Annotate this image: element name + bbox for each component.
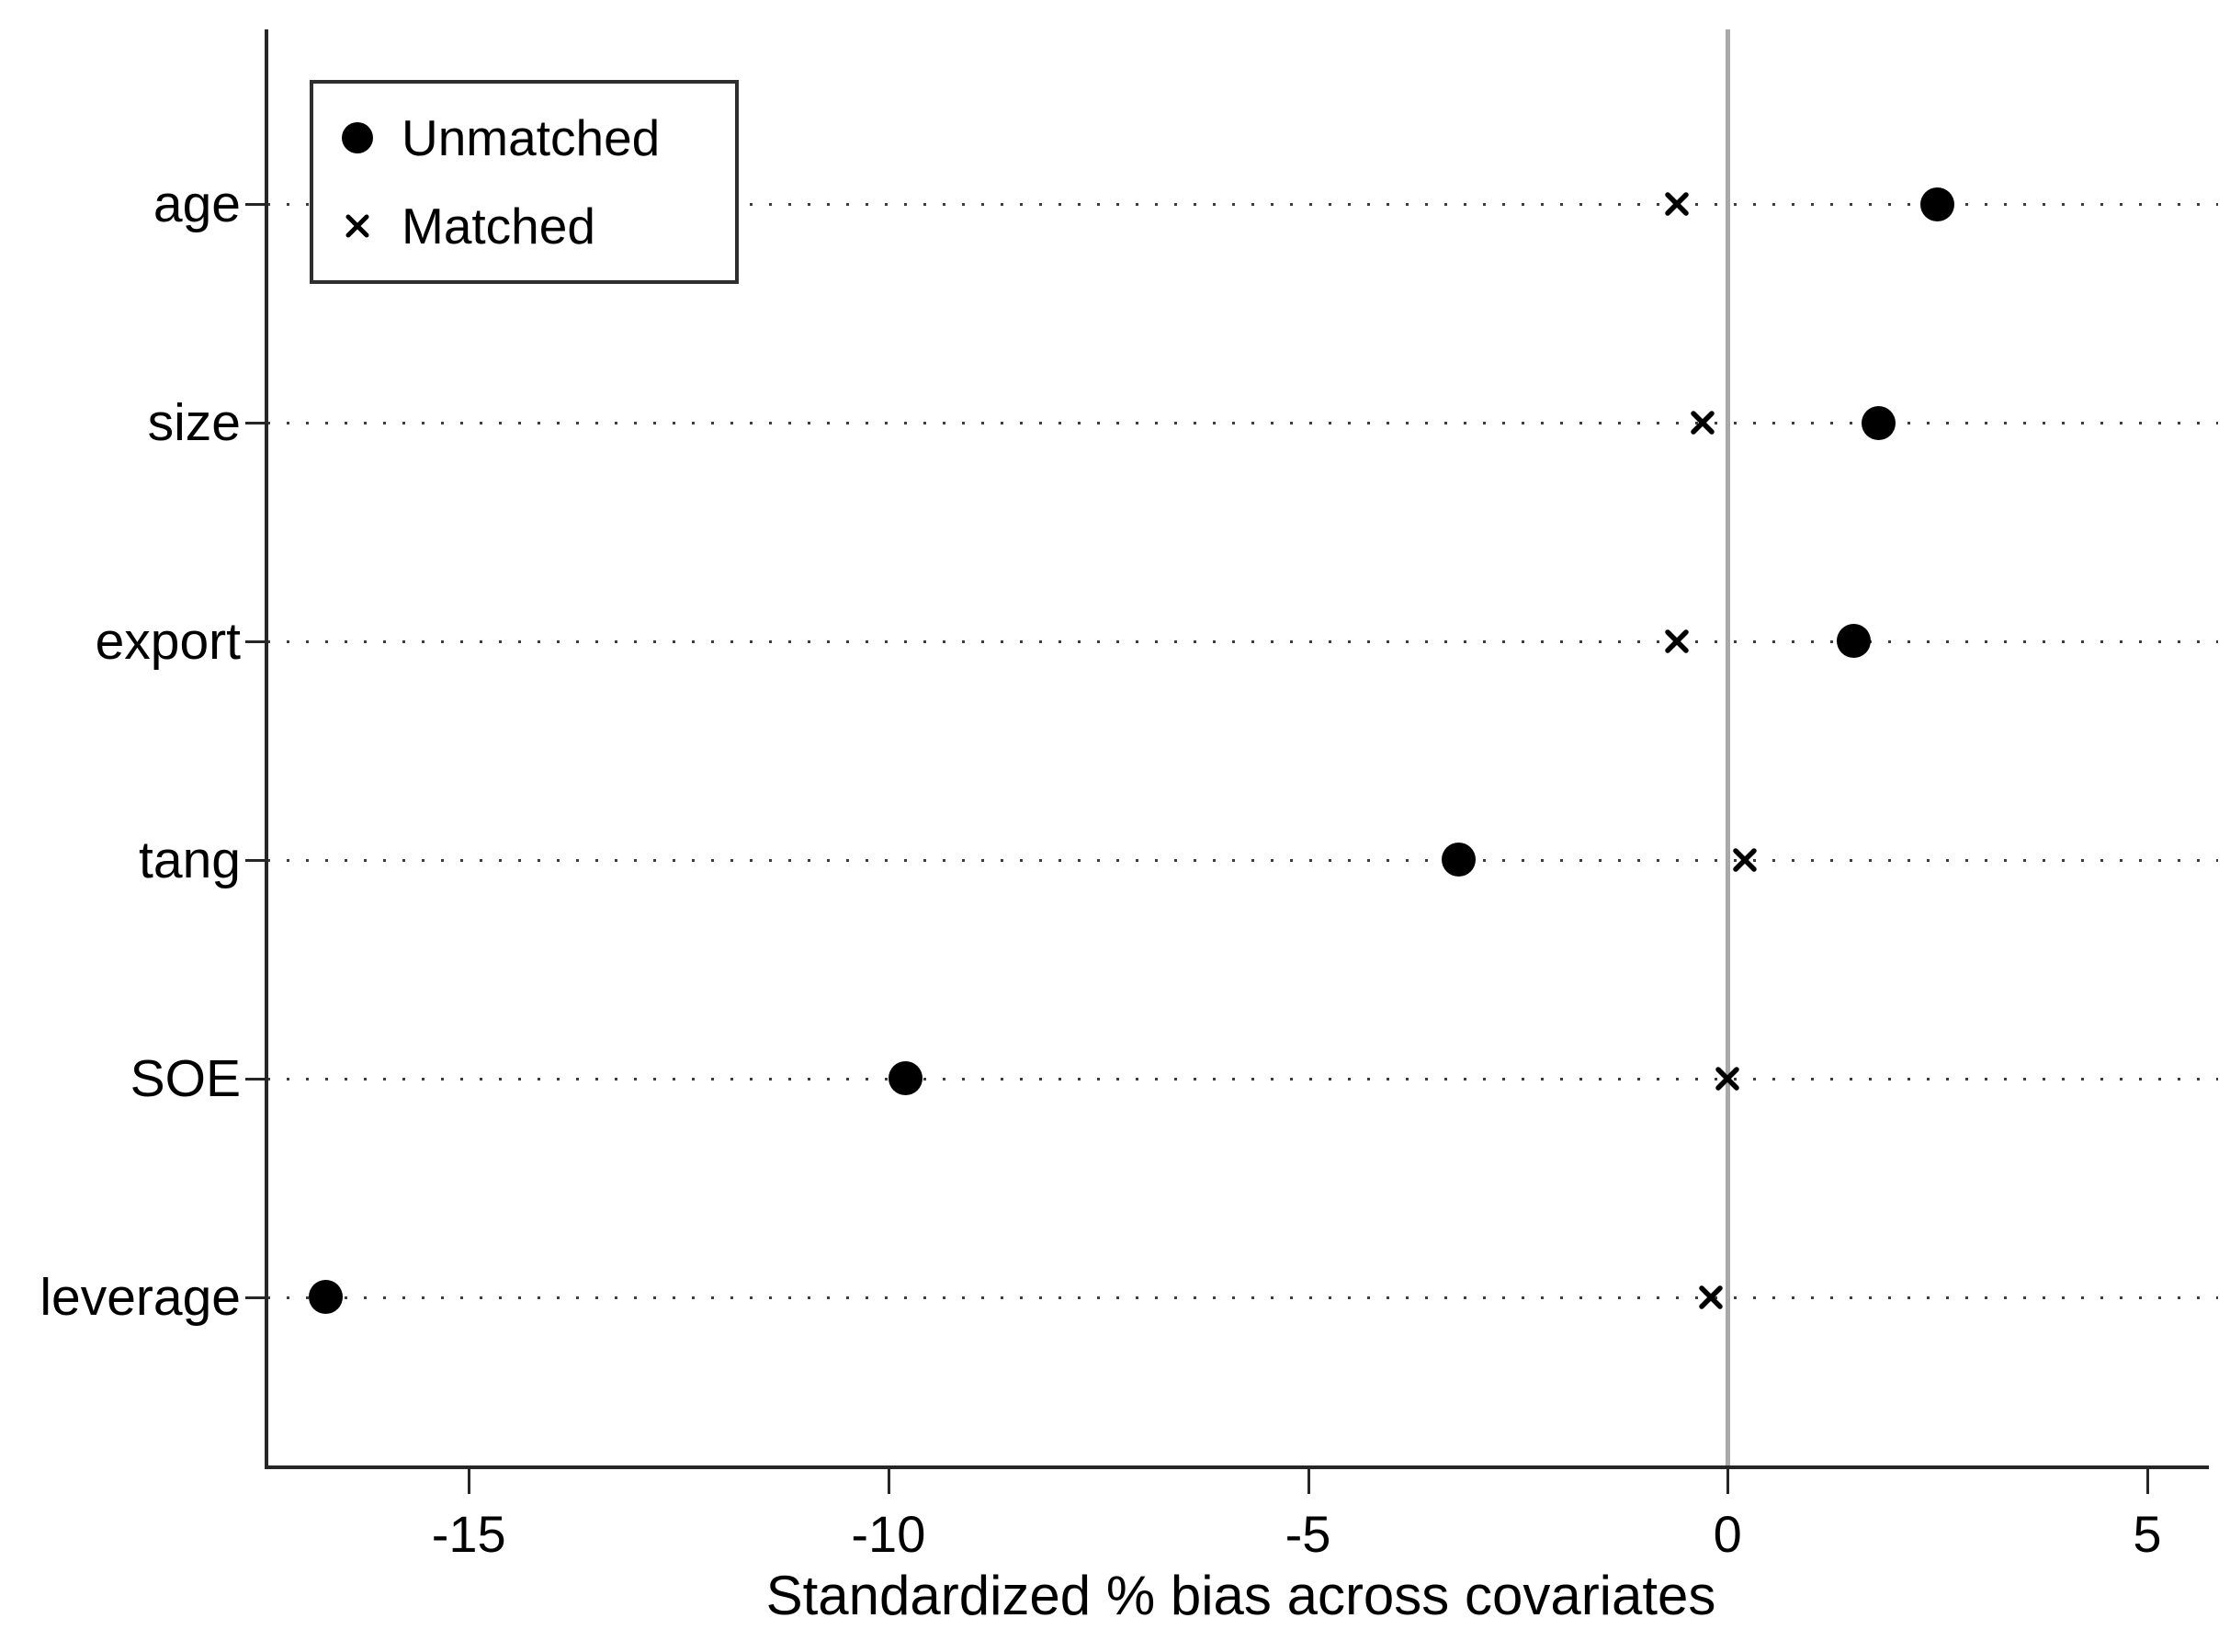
legend-item-unmatched: Unmatched <box>337 104 735 172</box>
y-axis-line <box>265 29 268 1469</box>
x-axis-title: Standardized % bias across covariates <box>765 1565 1716 1626</box>
grid-dotted-line <box>267 639 2218 643</box>
legend: Unmatched Matched <box>310 80 739 284</box>
x-tick-label: -15 <box>431 1505 506 1563</box>
category-label-leverage: leverage <box>40 1267 241 1327</box>
legend-label-unmatched: Unmatched <box>402 109 661 166</box>
x-cross-icon <box>1665 629 1690 653</box>
x-tick-label: -5 <box>1285 1505 1331 1563</box>
unmatched-point-size <box>1862 405 1896 440</box>
x-cross-icon <box>345 214 369 238</box>
matched-point-leverage <box>1698 1284 1724 1315</box>
y-axis-tick <box>245 639 267 643</box>
y-axis-tick <box>245 1296 267 1299</box>
category-label-export: export <box>95 611 241 671</box>
y-axis-tick <box>245 858 267 862</box>
x-cross-icon <box>1732 848 1757 872</box>
x-tick-label: 0 <box>1713 1505 1742 1563</box>
grid-dotted-line <box>267 422 2218 425</box>
unmatched-point-soe <box>888 1061 923 1096</box>
y-axis-tick <box>245 1077 267 1081</box>
matched-point-tang <box>1732 847 1758 877</box>
zero-reference-line <box>1726 29 1731 1465</box>
x-axis-tick <box>468 1469 471 1494</box>
x-cross-icon <box>1665 192 1690 216</box>
y-axis-tick <box>245 203 267 207</box>
category-label-size: size <box>147 393 241 453</box>
matched-point-soe <box>1715 1066 1740 1096</box>
x-cross-icon <box>1691 411 1715 435</box>
category-label-soe: SOE <box>130 1048 241 1108</box>
x-cross-icon <box>1715 1067 1739 1091</box>
grid-dotted-line <box>267 203 2218 207</box>
x-axis-tick <box>1307 1469 1310 1494</box>
x-axis-tick <box>1726 1469 1730 1494</box>
unmatched-point-age <box>1920 187 1955 221</box>
category-label-tang: tang <box>139 830 241 889</box>
x-tick-label: -10 <box>851 1505 926 1563</box>
x-axis-tick <box>887 1469 890 1494</box>
category-label-age: age <box>153 175 241 234</box>
matched-point-size <box>1690 410 1715 440</box>
matched-point-age <box>1664 191 1690 221</box>
unmatched-point-tang <box>1442 843 1477 877</box>
unmatched-point-leverage <box>309 1280 344 1315</box>
y-axis-tick <box>245 422 267 425</box>
x-axis-tick <box>2145 1469 2149 1494</box>
filled-circle-icon <box>342 122 373 153</box>
unmatched-point-export <box>1836 624 1871 659</box>
grid-dotted-line <box>267 1077 2218 1081</box>
x-tick-label: 5 <box>2133 1505 2162 1563</box>
x-axis-line <box>265 1465 2209 1469</box>
matched-point-export <box>1664 628 1690 659</box>
x-cross-icon <box>1699 1285 1723 1309</box>
grid-dotted-line <box>267 858 2218 862</box>
legend-label-matched: Matched <box>402 198 595 255</box>
grid-dotted-line <box>267 1296 2218 1299</box>
legend-item-matched: Matched <box>337 192 735 260</box>
